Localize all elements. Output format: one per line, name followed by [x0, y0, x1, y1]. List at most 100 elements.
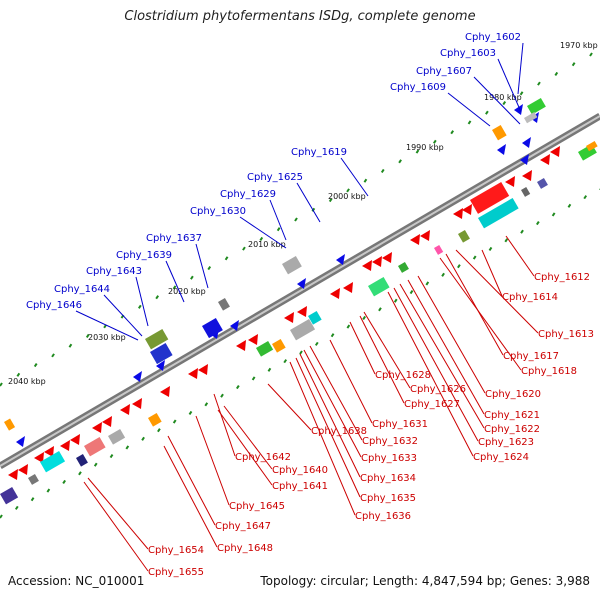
reverse-gene-arrow[interactable]: [453, 208, 463, 219]
forward-gene-arrow[interactable]: [336, 254, 345, 265]
forward-gene-label[interactable]: Cphy_1646: [26, 300, 82, 311]
reverse-gene-arrow[interactable]: [343, 282, 353, 293]
reverse-gene-box[interactable]: [107, 428, 126, 445]
reverse-gene-arrow[interactable]: [236, 340, 246, 351]
forward-gene-label[interactable]: Cphy_1629: [220, 189, 276, 200]
reverse-gene-arrow[interactable]: [60, 440, 70, 451]
reverse-gene-label[interactable]: Cphy_1641: [272, 481, 328, 492]
reverse-gene-label[interactable]: Cphy_1628: [375, 370, 431, 381]
forward-gene-label[interactable]: Cphy_1602: [465, 32, 521, 43]
forward-gene-box[interactable]: [524, 112, 538, 124]
reverse-gene-arrow[interactable]: [462, 204, 472, 215]
reverse-gene-label[interactable]: Cphy_1636: [355, 511, 411, 522]
forward-gene-arrow[interactable]: [520, 154, 529, 165]
forward-gene-label[interactable]: Cphy_1609: [390, 82, 446, 93]
reverse-gene-label[interactable]: Cphy_1612: [534, 272, 590, 283]
reverse-gene-arrow[interactable]: [188, 368, 198, 379]
forward-gene-arrow[interactable]: [133, 371, 142, 382]
forward-gene-box[interactable]: [145, 329, 169, 350]
forward-gene-box[interactable]: [527, 98, 546, 115]
reverse-gene-label[interactable]: Cphy_1622: [484, 424, 540, 435]
reverse-gene-box[interactable]: [290, 319, 316, 341]
reverse-gene-arrow[interactable]: [92, 422, 102, 433]
reverse-gene-label[interactable]: Cphy_1638: [311, 426, 367, 437]
reverse-gene-arrow[interactable]: [34, 452, 44, 463]
forward-gene-label[interactable]: Cphy_1639: [116, 250, 172, 261]
reverse-gene-label[interactable]: Cphy_1642: [235, 452, 291, 463]
forward-gene-arrow[interactable]: [497, 144, 506, 155]
reverse-gene-box[interactable]: [469, 181, 510, 214]
forward-gene-box[interactable]: [218, 298, 230, 311]
reverse-gene-label[interactable]: Cphy_1635: [360, 493, 416, 504]
forward-gene-box[interactable]: [281, 256, 302, 275]
reverse-gene-box[interactable]: [147, 412, 162, 427]
reverse-gene-label[interactable]: Cphy_1632: [362, 436, 418, 447]
reverse-gene-arrow[interactable]: [550, 146, 560, 157]
reverse-gene-arrow[interactable]: [70, 434, 80, 445]
reverse-gene-label[interactable]: Cphy_1613: [538, 329, 594, 340]
forward-gene-label[interactable]: Cphy_1637: [146, 233, 202, 244]
reverse-gene-arrow[interactable]: [540, 154, 550, 165]
reverse-gene-arrow[interactable]: [132, 398, 142, 409]
reverse-gene-arrow[interactable]: [120, 404, 130, 415]
reverse-gene-box[interactable]: [398, 262, 409, 273]
reverse-gene-box[interactable]: [39, 451, 66, 473]
forward-gene-arrow[interactable]: [230, 320, 239, 331]
reverse-gene-arrow[interactable]: [284, 312, 294, 323]
reverse-gene-box[interactable]: [75, 454, 88, 467]
reverse-gene-label[interactable]: Cphy_1620: [485, 389, 541, 400]
forward-gene-label[interactable]: Cphy_1643: [86, 266, 142, 277]
forward-gene-box[interactable]: [492, 125, 507, 141]
reverse-gene-label[interactable]: Cphy_1627: [404, 399, 460, 410]
reverse-gene-label[interactable]: Cphy_1623: [478, 437, 534, 448]
reverse-gene-arrow[interactable]: [44, 446, 54, 457]
reverse-gene-arrow[interactable]: [18, 464, 28, 475]
reverse-gene-label[interactable]: Cphy_1634: [360, 473, 416, 484]
reverse-gene-box[interactable]: [0, 487, 19, 505]
reverse-gene-arrow[interactable]: [297, 306, 307, 317]
forward-gene-label[interactable]: Cphy_1603: [440, 48, 496, 59]
forward-gene-arrow[interactable]: [522, 137, 531, 148]
reverse-gene-label[interactable]: Cphy_1624: [473, 452, 529, 463]
reverse-gene-box[interactable]: [368, 277, 390, 297]
reverse-gene-box[interactable]: [308, 310, 322, 325]
reverse-gene-box[interactable]: [458, 230, 470, 243]
forward-gene-box[interactable]: [202, 318, 223, 339]
reverse-gene-box[interactable]: [83, 437, 106, 457]
reverse-gene-box[interactable]: [27, 474, 39, 485]
reverse-gene-arrow[interactable]: [522, 170, 532, 181]
forward-gene-box[interactable]: [3, 418, 16, 431]
reverse-gene-arrow[interactable]: [505, 176, 515, 187]
reverse-gene-box[interactable]: [256, 341, 274, 357]
forward-gene-label[interactable]: Cphy_1607: [416, 66, 472, 77]
forward-gene-label[interactable]: Cphy_1619: [291, 147, 347, 158]
reverse-gene-label[interactable]: Cphy_1640: [272, 465, 328, 476]
forward-gene-label[interactable]: Cphy_1625: [247, 172, 303, 183]
reverse-gene-box[interactable]: [477, 197, 519, 229]
forward-gene-arrow[interactable]: [297, 278, 306, 289]
reverse-gene-arrow[interactable]: [102, 416, 112, 427]
forward-gene-label[interactable]: Cphy_1644: [54, 284, 110, 295]
reverse-gene-box[interactable]: [585, 141, 598, 152]
reverse-gene-box[interactable]: [272, 339, 286, 353]
reverse-gene-box[interactable]: [537, 177, 548, 189]
reverse-gene-label[interactable]: Cphy_1626: [410, 384, 466, 395]
reverse-gene-box[interactable]: [521, 187, 531, 197]
reverse-gene-arrow[interactable]: [362, 260, 372, 271]
reverse-gene-box[interactable]: [434, 244, 444, 255]
reverse-gene-arrow[interactable]: [420, 230, 430, 241]
reverse-gene-label[interactable]: Cphy_1618: [521, 366, 577, 377]
reverse-gene-arrow[interactable]: [410, 234, 420, 245]
forward-gene-arrow[interactable]: [156, 360, 165, 371]
reverse-gene-label[interactable]: Cphy_1648: [217, 543, 273, 554]
reverse-gene-label[interactable]: Cphy_1631: [372, 419, 428, 430]
reverse-gene-arrow[interactable]: [198, 364, 208, 375]
reverse-gene-label[interactable]: Cphy_1645: [229, 501, 285, 512]
forward-gene-arrow[interactable]: [514, 104, 523, 115]
reverse-gene-arrow[interactable]: [372, 256, 382, 267]
reverse-gene-label[interactable]: Cphy_1655: [148, 567, 204, 578]
reverse-gene-label[interactable]: Cphy_1647: [215, 521, 271, 532]
reverse-gene-arrow[interactable]: [248, 334, 258, 345]
reverse-gene-label[interactable]: Cphy_1617: [503, 351, 559, 362]
